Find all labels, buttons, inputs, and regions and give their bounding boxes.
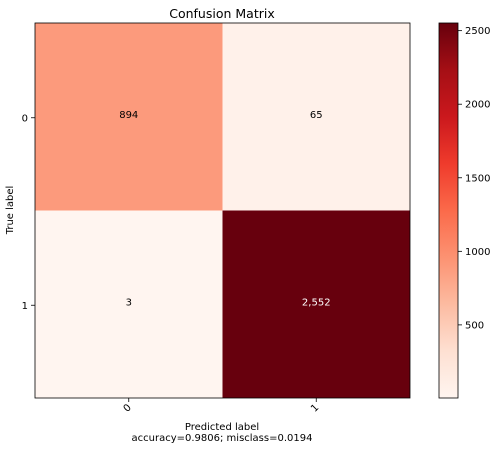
cell-value-label-1-0: 3 xyxy=(126,297,132,308)
heatmap-cell-1-0 xyxy=(35,210,223,398)
y-tick-label: 1 xyxy=(22,301,28,312)
colorbar-ticks: 500 1000 1500 2000 2500 xyxy=(458,26,490,331)
x-tick-label: 0 xyxy=(122,402,134,414)
footnote: accuracy=0.9806; misclass=0.0194 xyxy=(132,433,313,444)
cell-value-label-0-1: 65 xyxy=(310,110,323,121)
colorbar-tick-label: 500 xyxy=(465,320,484,331)
colorbar-tick-label: 1500 xyxy=(465,173,490,184)
heatmap-cell-0-0 xyxy=(35,23,223,211)
heatmap-cells xyxy=(35,23,410,398)
x-tick-label: 1 xyxy=(309,402,321,414)
plot-frame xyxy=(34,22,411,399)
y-axis-label: True label xyxy=(5,186,16,236)
colorbar-tick-label: 2500 xyxy=(465,26,490,37)
colorbar-tick-label: 1000 xyxy=(465,247,490,258)
chart-title: Confusion Matrix xyxy=(169,6,275,21)
heatmap-cell-0-1 xyxy=(222,23,410,211)
x-axis-label: Predicted label xyxy=(185,422,259,433)
cell-value-label-0-0: 894 xyxy=(119,110,138,121)
colorbar-tick-label: 2000 xyxy=(465,100,490,111)
y-axis-ticks: 01 xyxy=(22,113,35,312)
heatmap-cell-labels: 894 65 3 2,552 xyxy=(119,110,330,309)
cell-value-label-1-1: 2,552 xyxy=(302,297,331,308)
heatmap-cell-1-1 xyxy=(222,210,410,398)
colorbar xyxy=(438,22,459,399)
y-tick-label: 0 xyxy=(22,113,28,124)
